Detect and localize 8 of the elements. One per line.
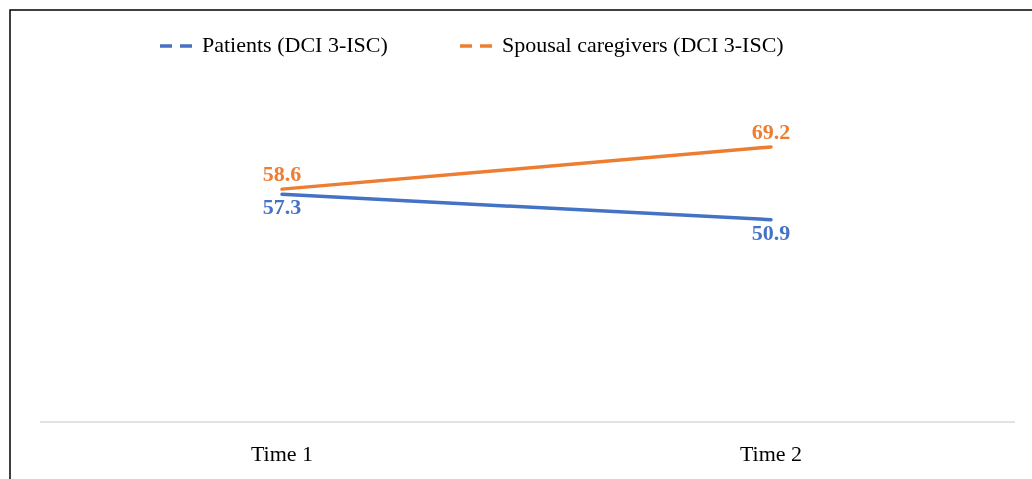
data-label: 69.2: [751, 119, 791, 144]
legend-label: Patients (DCI 3-ISC): [202, 32, 388, 57]
data-label: 57.3: [262, 194, 302, 220]
x-tick-label: Time 2: [739, 441, 803, 466]
x-tick-label: Time 1: [250, 441, 314, 466]
data-label: 50.9: [751, 219, 791, 245]
data-label: 58.6: [262, 161, 302, 187]
legend-label: Spousal caregivers (DCI 3-ISC): [502, 32, 784, 57]
